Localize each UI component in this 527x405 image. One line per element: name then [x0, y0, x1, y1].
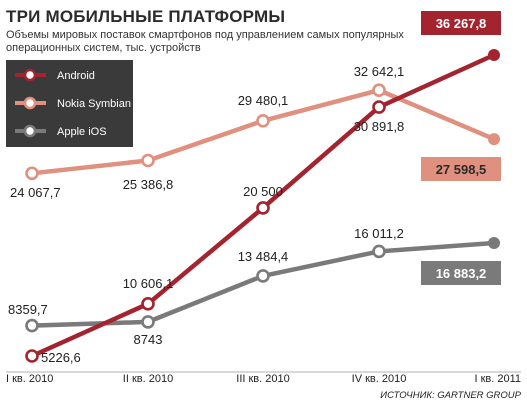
- data-label-android-1: 10 606,1: [123, 276, 174, 291]
- final-value-label-ios: 16 883,2: [436, 266, 487, 281]
- point-ios-4: [488, 237, 500, 249]
- point-symbian-2: [256, 114, 270, 128]
- legend-swatch-marker-symbian: [23, 96, 37, 110]
- legend-swatch-marker-android: [23, 68, 37, 82]
- source-note: ИСТОЧНИК: GARTNER GROUP: [380, 390, 521, 401]
- legend-label-symbian: Nokia Symbian: [57, 98, 131, 110]
- point-symbian-4: [488, 133, 500, 146]
- legend-swatch-marker-ios: [23, 124, 37, 138]
- data-label-android-2: 20 500: [243, 184, 283, 199]
- point-android-4: [488, 49, 500, 61]
- legend-label-ios: Apple iOS: [57, 126, 107, 138]
- series-points: [25, 49, 500, 363]
- data-label-ios-1: 8743: [134, 332, 163, 347]
- point-ios-3: [372, 244, 386, 259]
- x-tick-label-1: II кв. 2010: [123, 373, 173, 385]
- x-tick-label-3: IV кв. 2010: [352, 373, 407, 385]
- point-symbian-0: [25, 166, 39, 181]
- point-android-1: [141, 296, 155, 311]
- legend: Android Nokia Symbian Apple iOS: [15, 68, 131, 138]
- final-value-box-ios: [421, 261, 501, 285]
- chart-title: ТРИ МОБИЛЬНЫЕ ПЛАТФОРМЫ: [6, 7, 285, 26]
- final-value-label-symbian: 27 598,5: [436, 162, 487, 177]
- data-label-android-0: 5226,6: [41, 350, 81, 365]
- point-ios-0: [25, 318, 39, 333]
- chart-subtitle-line-2: операционных систем, тыс. устройств: [6, 42, 201, 54]
- final-value-box-symbian: [421, 157, 501, 181]
- point-ios-1: [141, 315, 155, 329]
- x-tick-label-4: I кв. 2011: [474, 373, 521, 385]
- legend-label-android: Android: [57, 70, 95, 82]
- x-tick-label-0: I кв. 2010: [6, 373, 53, 385]
- point-android-0: [25, 349, 39, 363]
- data-label-android-3: 30 891,8: [354, 119, 405, 134]
- data-label-symbian-3: 32 642,1: [354, 64, 405, 79]
- data-label-ios-3: 16 011,2: [354, 226, 404, 241]
- data-label-ios-2: 13 484,4: [238, 249, 289, 264]
- point-ios-2: [256, 269, 270, 283]
- point-symbian-3: [372, 83, 386, 97]
- data-labels: 5226,6 10 606,1 20 500 30 891,8 24 067,7 25 3…: [8, 11, 501, 365]
- chart-subtitle-line-1: Объемы мировых поставок смартфонов под у…: [6, 29, 404, 41]
- x-axis-ticks: I кв. 2010 II кв. 2010 III кв. 2010 IV кв. …: [6, 373, 521, 385]
- x-tick-label-2: III кв. 2010: [236, 373, 289, 385]
- data-label-symbian-0: 24 067,7: [10, 185, 61, 200]
- data-label-symbian-1: 25 386,8: [123, 177, 174, 192]
- point-symbian-1: [141, 153, 155, 168]
- point-android-2: [256, 201, 270, 215]
- final-value-box-android: [421, 11, 501, 35]
- point-android-3: [372, 100, 386, 114]
- data-label-ios-0: 8359,7: [8, 302, 48, 317]
- final-value-label-android: 36 267,8: [436, 16, 487, 31]
- data-label-symbian-2: 29 480,1: [238, 93, 289, 108]
